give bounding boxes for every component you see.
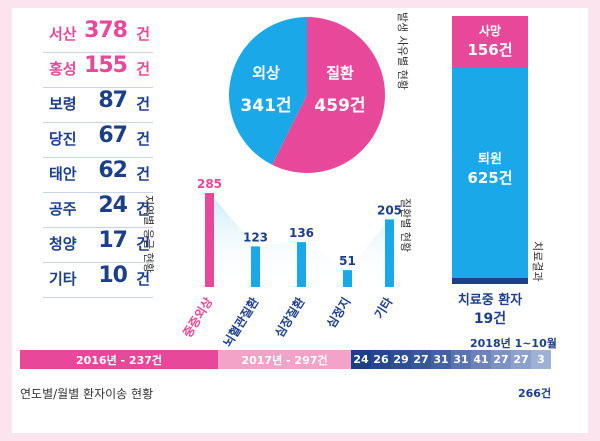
- year-2018-label: 2018년 1~10월: [470, 337, 557, 350]
- disease-bar: [297, 242, 306, 287]
- pie-slice-disease: [272, 17, 385, 173]
- disease-bar: [205, 193, 214, 287]
- treatment-side-title: 치료결과: [531, 241, 544, 282]
- month-2018-cell: 27: [411, 350, 431, 369]
- region-unit: 건: [136, 60, 150, 78]
- pie-injury-name: 외상: [252, 64, 280, 82]
- yearly-caption: 연도별/월별 환자이송 현황: [20, 387, 154, 401]
- month-2018-cell: 27: [491, 350, 511, 369]
- region-unit: 건: [136, 130, 150, 148]
- pie-slice-injury: [229, 17, 307, 165]
- region-name: 태안: [49, 165, 77, 183]
- regional-row: 청양 17 건: [43, 227, 153, 263]
- death-value: 156건: [467, 41, 513, 59]
- disease-value-label: 205: [377, 203, 402, 217]
- disease-side-title: 질환별 현황: [399, 198, 412, 253]
- month-2018-cell: 24: [351, 350, 371, 369]
- region-unit: 건: [136, 270, 150, 288]
- regional-row: 홍성 155 건: [43, 52, 153, 88]
- disease-value-label: 136: [289, 226, 314, 240]
- regional-row: 보령 87 건: [43, 87, 153, 123]
- month-2018-cell: 41: [471, 350, 491, 369]
- regional-title: 지역별 응급 현황: [142, 195, 155, 273]
- treatment-bar: 사망 156건 퇴원 625건: [452, 16, 528, 284]
- discharge-label: 퇴원: [478, 152, 502, 168]
- regional-row: 당진 67 건: [43, 122, 153, 158]
- in-treatment-label: 치료중 환자 19건: [440, 289, 540, 328]
- region-name: 서산: [49, 25, 77, 43]
- region-count: 10: [98, 263, 128, 288]
- pie-injury-value: 341건: [240, 96, 292, 116]
- month-2018-cell: 27: [511, 350, 531, 369]
- region-unit: 건: [136, 95, 150, 113]
- region-count: 24: [98, 193, 128, 218]
- pie-injury-label: 외상 341건: [236, 62, 296, 116]
- month-2018-cell: 31: [451, 350, 471, 369]
- month-2018-cell: 3: [531, 350, 551, 369]
- region-count: 62: [98, 158, 128, 183]
- region-name: 청양: [49, 235, 77, 253]
- disease-value-label: 123: [243, 230, 268, 244]
- discharge-value: 625건: [467, 169, 513, 188]
- in-treatment-name: 치료중 환자: [457, 293, 523, 308]
- region-name: 기타: [49, 270, 77, 288]
- regional-row: 태안 62 건: [43, 157, 153, 193]
- pie-disease-label: 질환 459건: [310, 62, 370, 116]
- disease-value-label: 285: [197, 177, 222, 191]
- disease-bar-chart: 285 123 136 51 205: [197, 177, 402, 287]
- region-unit: 건: [136, 200, 150, 218]
- treatment-in-progress-segment: [452, 277, 528, 284]
- death-label: 사망: [478, 24, 502, 38]
- region-name: 보령: [49, 95, 77, 113]
- month-2018-cell: 29: [391, 350, 411, 369]
- year-2017-bar: 2017년 - 297건: [218, 350, 351, 369]
- region-count: 378: [84, 18, 128, 43]
- region-count: 87: [98, 88, 128, 113]
- region-count: 155: [84, 53, 128, 78]
- pie-chart: [229, 17, 385, 173]
- region-unit: 건: [136, 235, 150, 253]
- in-treatment-value: 19건: [473, 311, 507, 327]
- treatment-discharge-segment: 퇴원 625건: [452, 68, 528, 278]
- disease-bar: [343, 270, 352, 287]
- region-count: 67: [98, 123, 128, 148]
- disease-bar: [251, 246, 260, 287]
- region-name: 홍성: [49, 60, 77, 78]
- month-2018-cell: 26: [371, 350, 391, 369]
- disease-value-label: 51: [339, 254, 356, 268]
- region-count: 17: [98, 228, 128, 253]
- year-2018-total: 266건: [518, 387, 552, 400]
- region-unit: 건: [136, 165, 150, 183]
- pie-side-title: 발생 사유별 현황: [396, 12, 409, 90]
- regional-row: 공주 24 건: [43, 192, 153, 228]
- region-name: 당진: [49, 130, 77, 148]
- region-name: 공주: [49, 200, 77, 218]
- disease-bar: [385, 219, 394, 287]
- treatment-death-segment: 사망 156건: [452, 16, 528, 69]
- pie-disease-value: 459건: [314, 96, 366, 116]
- region-unit: 건: [136, 25, 150, 43]
- regional-row: 기타 10 건: [43, 262, 153, 298]
- month-2018-cell: 31: [431, 350, 451, 369]
- regional-row: 서산 378 건: [43, 17, 153, 53]
- year-2016-bar: 2016년 - 237건: [20, 350, 218, 369]
- pie-disease-name: 질환: [326, 64, 354, 82]
